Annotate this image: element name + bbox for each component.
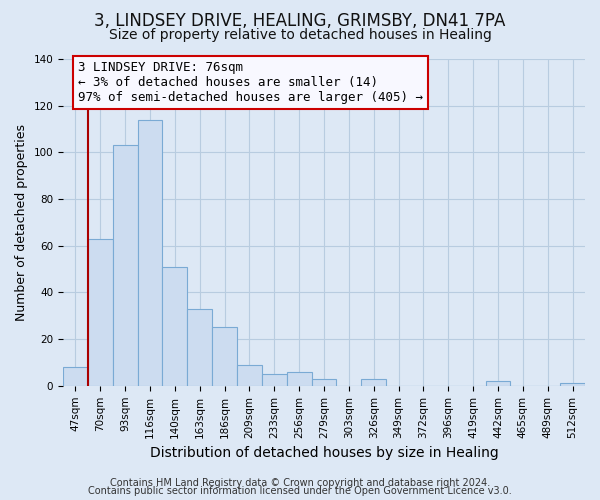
Text: Contains HM Land Registry data © Crown copyright and database right 2024.: Contains HM Land Registry data © Crown c… [110,478,490,488]
Bar [63,367,88,386]
Bar [311,379,337,386]
X-axis label: Distribution of detached houses by size in Healing: Distribution of detached houses by size … [149,446,499,460]
Text: Contains public sector information licensed under the Open Government Licence v3: Contains public sector information licen… [88,486,512,496]
Text: 3, LINDSEY DRIVE, HEALING, GRIMSBY, DN41 7PA: 3, LINDSEY DRIVE, HEALING, GRIMSBY, DN41… [94,12,506,30]
Bar [187,309,212,386]
Bar [262,374,287,386]
Text: 3 LINDSEY DRIVE: 76sqm
← 3% of detached houses are smaller (14)
97% of semi-deta: 3 LINDSEY DRIVE: 76sqm ← 3% of detached … [78,62,423,104]
Bar [485,381,511,386]
Bar [88,239,113,386]
Bar [212,328,237,386]
Bar [163,267,187,386]
Bar [560,384,585,386]
Y-axis label: Number of detached properties: Number of detached properties [15,124,28,321]
Bar [287,372,311,386]
Bar [113,146,137,386]
Bar [137,120,163,386]
Bar [237,365,262,386]
Text: Size of property relative to detached houses in Healing: Size of property relative to detached ho… [109,28,491,42]
Bar [361,379,386,386]
